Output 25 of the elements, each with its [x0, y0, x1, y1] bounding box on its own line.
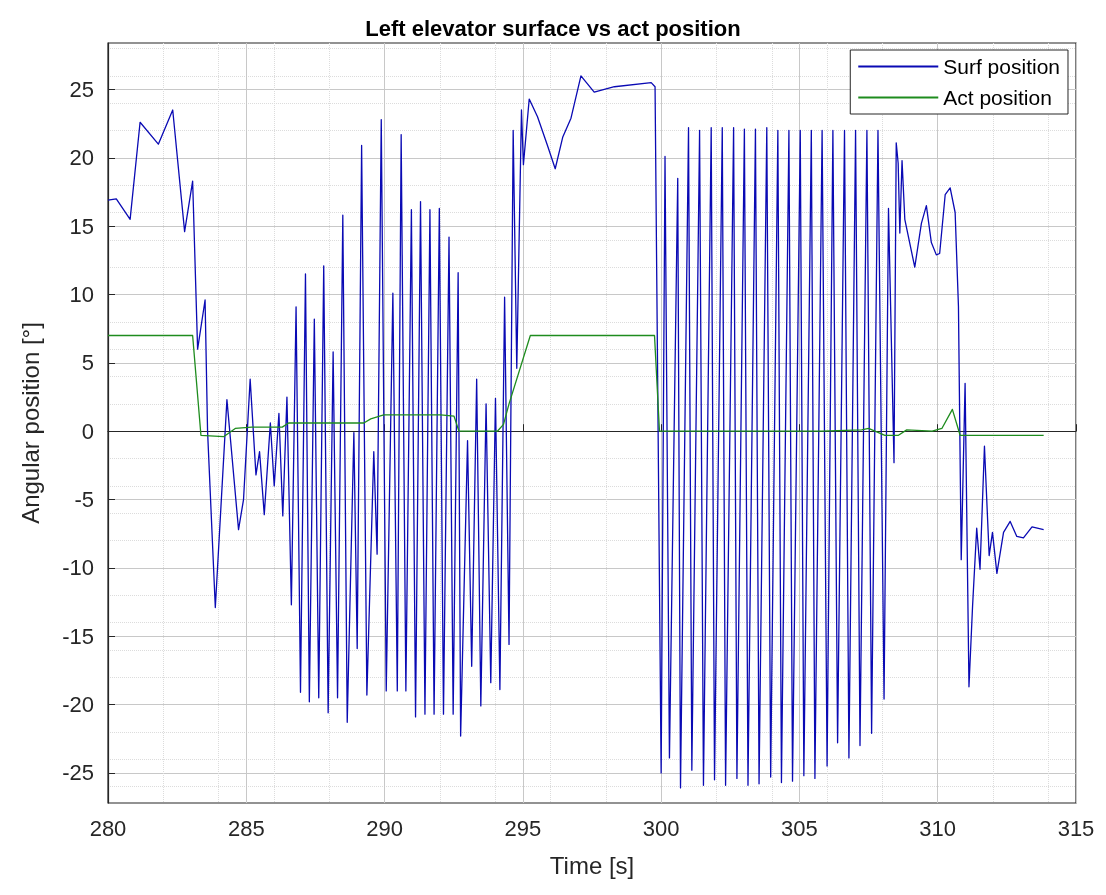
x-tick-label: 315 [1057, 815, 1095, 841]
x-tick-label: 280 [89, 815, 127, 841]
y-tick-label: 20 [69, 145, 94, 171]
chart-title: Left elevator surface vs act position [365, 15, 741, 41]
x-tick-label: 310 [919, 815, 957, 841]
x-tick-label: 305 [781, 815, 818, 841]
y-tick-label: 10 [69, 282, 94, 308]
y-tick-label: -5 [74, 487, 94, 513]
y-tick-label: 0 [81, 418, 94, 444]
legend-label: Surf position [943, 55, 1060, 78]
x-axis-title: Time [s] [549, 851, 635, 879]
x-tick-label: 285 [227, 815, 265, 841]
y-tick-label: -15 [62, 623, 94, 649]
y-tick-label: -20 [62, 692, 94, 718]
y-tick-label: 25 [69, 76, 94, 102]
x-tick-label: 295 [504, 815, 542, 841]
x-tick-label: 300 [642, 815, 680, 841]
y-tick-label: 15 [69, 213, 94, 239]
y-axis-title: Angular position [°] [16, 322, 44, 524]
y-tick-label: -25 [62, 760, 94, 786]
y-tick-label: 5 [81, 350, 94, 376]
line-series [107, 334, 1045, 438]
legend-label: Act position [943, 86, 1052, 109]
x-tick-label: 290 [366, 815, 403, 841]
y-tick-label: -10 [62, 555, 94, 581]
